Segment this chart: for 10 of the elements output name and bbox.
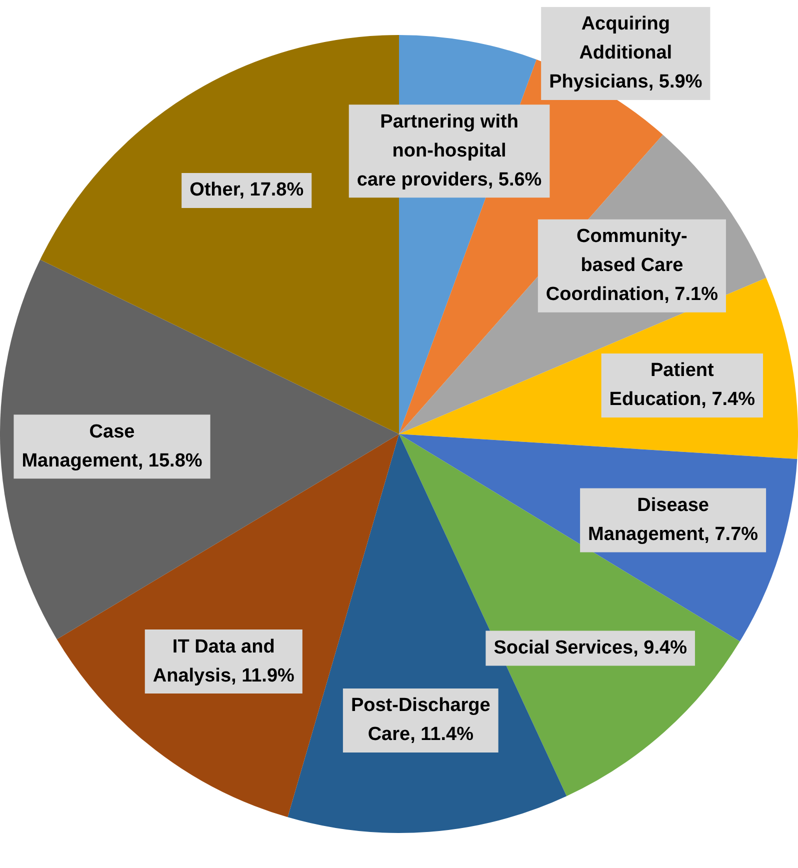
slice-label: Post-Discharge Care, 11.4% — [350, 695, 490, 746]
slice-label: IT Data and Analysis, 11.9% — [152, 636, 295, 686]
slice-label: Community-based Care Coordination, 7.1% — [546, 226, 718, 306]
slice-label: Disease Management, 7.7% — [588, 494, 758, 545]
slice-label: Acquiring Additional Physicians, 5.9% — [549, 14, 702, 93]
slice-label: Patient Education, 7.4% — [609, 360, 756, 410]
slice-label: Other, 17.8% — [190, 180, 304, 201]
slice-label: Partnering with non-hospital care providers, 5.6% — [356, 111, 542, 190]
slice-label: Social Services, 9.4% — [494, 638, 688, 659]
slice-label: Case Management, 15.8% — [22, 421, 202, 472]
